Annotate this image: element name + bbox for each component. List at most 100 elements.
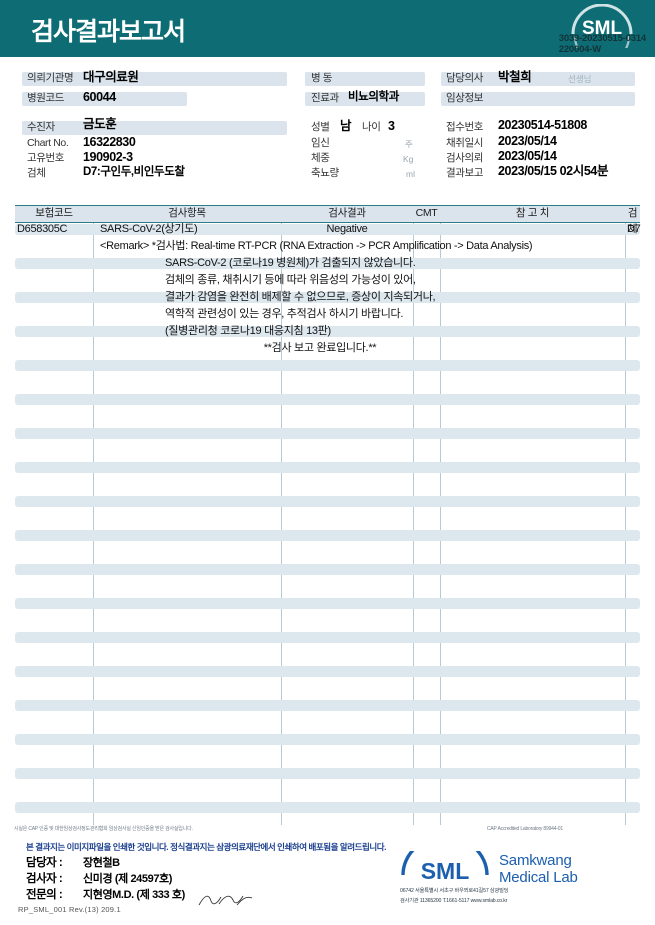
unique-no-value: 190902-3 — [83, 150, 133, 164]
column-divider-5 — [625, 205, 626, 825]
barcode-number: 3039-20230515-0314 220004-W — [559, 33, 646, 55]
table-stripe — [15, 496, 640, 507]
signature-value-specialist: 지현영M.D. (제 333 호) — [83, 889, 185, 901]
table-stripe — [15, 530, 640, 541]
reported-value: 2023/05/15 02시54분 — [498, 164, 609, 178]
table-stripe — [15, 564, 640, 575]
remark-line: 결과가 감염을 완전히 배제할 수 없으므로, 증상이 지속되거나, — [165, 291, 436, 303]
table-header-reference: 참 고 치 — [515, 207, 550, 219]
column-divider-2 — [281, 205, 282, 825]
signature-label-specialist: 전문의 : — [26, 889, 63, 901]
chart-no-label: Chart No. — [27, 137, 69, 149]
table-stripe — [15, 632, 640, 643]
hospital-code-row-chip — [22, 92, 187, 106]
barcode-number-line1: 3039-20230515-0314 — [558, 33, 646, 44]
completion-note: **검사 보고 완료입니다.** — [263, 342, 377, 354]
table-header-test: 검사항목 — [168, 207, 206, 219]
institution-label: 의뢰기관명 — [27, 72, 74, 84]
lab-name-line1: Samkwang — [499, 852, 572, 869]
table-stripe — [15, 292, 640, 303]
column-divider-3 — [413, 205, 414, 825]
doctor-suffix: 선생님 — [568, 74, 592, 84]
table-stripe — [15, 768, 640, 779]
page-title: 검사결과보고서 — [31, 18, 186, 46]
department-label: 진료과 — [311, 92, 339, 104]
table-header-cmt: CMT — [415, 207, 438, 219]
patient-info-block: 의뢰기관명 대구의료원 병원코드 60044 수진자 금도훈 Chart No.… — [0, 60, 655, 190]
table-stripe — [15, 360, 640, 371]
signature-label-technician: 검사자 : — [26, 873, 63, 885]
table-header-row — [15, 205, 640, 223]
table-stripe — [15, 428, 640, 439]
doctor-value: 박철희 — [498, 70, 532, 84]
results-table: 보험코드 검사항목 검사결과 CMT 참 고 치 검체 D658305C SAR… — [15, 205, 641, 825]
lab-name-line2: Medical Lab — [499, 869, 578, 886]
result-row-code: D658305C — [17, 223, 68, 235]
unique-no-label: 고유번호 — [27, 152, 65, 164]
hospital-code-label: 병원코드 — [27, 92, 65, 104]
accreditation-en-text: CAP Accredited Laboratory 89944-01 — [487, 825, 563, 833]
result-row-specimen: D7 — [627, 223, 641, 235]
patient-row-chip — [22, 121, 287, 135]
table-stripe — [15, 326, 640, 337]
department-row-chip — [305, 92, 425, 106]
report-header-banner: 검사결과보고서 SML 3039-20230515-0314 220004-W — [0, 0, 655, 57]
department-value: 비뇨의학과 — [348, 91, 399, 103]
ward-row-chip — [305, 72, 425, 86]
table-header-code: 보험코드 — [35, 207, 73, 219]
collected-label: 채취일시 — [446, 137, 484, 149]
remark-line: 역학적 관련성이 있는 경우, 추적검사 하시기 바랍니다. — [165, 308, 404, 320]
remark-line: <Remark> *검사법: Real-time RT-PCR (RNA Ext… — [100, 240, 533, 252]
hospital-code-value: 60044 — [83, 90, 116, 104]
print-notice: 본 결과지는 이미지파일을 인쇄한 것입니다. 정식결과지는 삼광의료재단에서 … — [26, 842, 387, 852]
table-stripe — [15, 258, 640, 269]
result-row-test: SARS-CoV-2(상기도) — [100, 223, 198, 235]
receipt-no-value: 20230514-51808 — [498, 118, 587, 132]
reported-label: 결과보고 — [446, 167, 484, 179]
age-label: 나이 — [362, 121, 381, 133]
receipt-no-label: 접수번호 — [446, 121, 484, 133]
table-stripe — [15, 802, 640, 813]
column-divider-1 — [93, 205, 94, 825]
urine-volume-unit: ml — [406, 169, 415, 179]
lab-logo-block: SML Samkwang Medical Lab — [397, 849, 627, 889]
doctor-row-chip — [441, 72, 635, 86]
requested-label: 검사의뢰 — [446, 152, 484, 164]
clinical-info-label: 임상정보 — [446, 92, 484, 104]
signature-label-staff: 담당자 : — [26, 857, 63, 869]
chart-no-value: 16322830 — [83, 135, 136, 149]
result-row-cmt — [413, 222, 440, 236]
signature-value-staff: 장현철B — [83, 857, 120, 869]
column-divider-4 — [440, 205, 441, 825]
lab-address-line2: 검사기관 11365200 T.1661-5117 www.smlab.co.k… — [400, 898, 508, 904]
sml-logo-icon: SML — [571, 4, 633, 48]
table-header-specimen: 검체 — [627, 207, 638, 235]
patient-value: 금도훈 — [83, 117, 117, 131]
table-stripe — [15, 734, 640, 745]
specimen-value: D7:구인두,비인두도찰 — [83, 166, 185, 178]
table-stripe — [15, 462, 640, 473]
table-stripe — [15, 700, 640, 711]
urine-volume-label: 축뇨량 — [311, 167, 339, 179]
table-header-result: 검사결과 — [328, 207, 366, 219]
age-value: 3 — [388, 119, 395, 133]
table-stripe — [15, 598, 640, 609]
table-stripe — [15, 666, 640, 677]
signature-value-technician: 신미경 (제 24597호) — [83, 873, 173, 885]
pregnancy-unit: 주 — [405, 139, 413, 149]
clinical-info-row-chip — [441, 92, 635, 106]
sex-label: 성별 — [311, 121, 330, 133]
remark-line: (질병관리청 코로나19 대응지침 13판) — [165, 325, 331, 337]
barcode-number-line2: 220004-W — [558, 44, 601, 55]
specimen-label: 검체 — [27, 167, 46, 179]
patient-label: 수진자 — [27, 121, 55, 133]
lab-address-line1: 06742 서울특별시 서초구 바우뫼로41길57 삼광빌딩 — [400, 888, 509, 894]
remark-line: SARS-CoV-2 (코로나19 병원체)가 검출되지 않았습니다. — [165, 257, 416, 269]
requested-value: 2023/05/14 — [498, 149, 557, 163]
table-stripe — [15, 394, 640, 405]
remark-line: 검체의 종류, 채취시기 등에 따라 위음성의 가능성이 있어, — [165, 274, 416, 286]
sex-value: 남 — [340, 119, 352, 133]
weight-label: 체중 — [311, 152, 330, 164]
revision-code: RP_SML_001 Rev.(13) 209.1 — [18, 905, 121, 914]
institution-value: 대구의료원 — [83, 70, 139, 84]
